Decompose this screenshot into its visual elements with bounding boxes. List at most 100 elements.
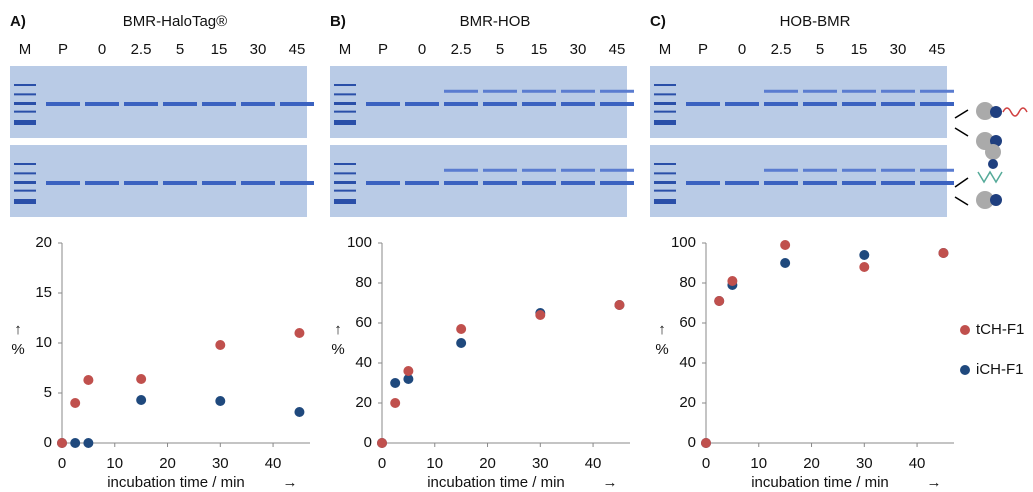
- panel-letter: B): [330, 13, 346, 30]
- marker-band: [334, 199, 356, 204]
- gel-band: [483, 181, 517, 185]
- gel-band: [85, 181, 119, 185]
- gel-band: [920, 89, 954, 93]
- data-point: [780, 240, 791, 250]
- x-tick-label: 40: [265, 455, 282, 472]
- y-axis-label: %: [655, 341, 668, 358]
- y-tick-label: 20: [355, 394, 372, 411]
- gel-band: [522, 102, 556, 106]
- lane-label: 30: [890, 41, 907, 58]
- x-tick-label: 10: [750, 455, 767, 472]
- lane-label: 5: [176, 41, 184, 58]
- lane-label: 2.5: [771, 41, 792, 58]
- gel-band: [764, 168, 798, 172]
- y-tick-label: 100: [347, 234, 372, 251]
- gel-band: [561, 181, 595, 185]
- gel-band: [920, 168, 954, 172]
- lane-label: 15: [211, 41, 228, 58]
- x-tick-label: 40: [909, 455, 926, 472]
- gel-band: [842, 168, 876, 172]
- y-tick-label: 80: [679, 274, 696, 291]
- marker-band: [334, 172, 356, 175]
- y-tick-label: 60: [679, 314, 696, 331]
- gel-band: [725, 102, 759, 106]
- marker-band: [654, 189, 676, 192]
- gel-band: [366, 181, 400, 185]
- data-point: [714, 296, 725, 306]
- x-tick-label: 20: [479, 455, 496, 472]
- lane-label: M: [659, 41, 672, 58]
- y-tick-label: 0: [44, 434, 52, 451]
- gel-band: [803, 168, 837, 172]
- gel-band: [725, 181, 759, 185]
- gel-band: [600, 168, 634, 172]
- gel-band: [600, 89, 634, 93]
- gel-band: [920, 102, 954, 106]
- marker-band: [14, 84, 36, 86]
- gel-band: [842, 102, 876, 106]
- gel-band: [803, 102, 837, 106]
- gel-band: [842, 181, 876, 185]
- y-axis-label: %: [331, 341, 344, 358]
- x-tick-label: 20: [803, 455, 820, 472]
- y-tick-label: 0: [364, 434, 372, 451]
- data-point: [390, 398, 401, 408]
- gel-band: [241, 181, 275, 185]
- gel-band: [85, 102, 119, 106]
- schematic-icons: [954, 102, 1028, 209]
- y-axis-arrow: ↑: [658, 321, 666, 338]
- gel-band: [600, 102, 634, 106]
- lane-label: 45: [609, 41, 626, 58]
- marker-band: [654, 199, 676, 204]
- legend-label: tCH-F1: [976, 321, 1024, 338]
- data-point: [859, 262, 870, 272]
- marker-band: [654, 163, 676, 165]
- gel-band: [803, 181, 837, 185]
- y-axis-label: %: [11, 341, 24, 358]
- x-tick-label: 0: [58, 455, 66, 472]
- data-point: [859, 250, 870, 260]
- lane-label: P: [58, 41, 68, 58]
- marker-band: [334, 181, 356, 184]
- marker-band: [334, 93, 356, 96]
- gel-band: [202, 102, 236, 106]
- gel-band: [842, 89, 876, 93]
- lane-label: 15: [851, 41, 868, 58]
- data-point: [727, 276, 738, 286]
- data-point: [403, 366, 414, 376]
- gel-band: [366, 102, 400, 106]
- x-tick-label: 30: [212, 455, 229, 472]
- data-point: [780, 258, 791, 268]
- data-point: [390, 378, 401, 388]
- gel-band: [803, 89, 837, 93]
- gel-band: [561, 102, 595, 106]
- gel-band: [686, 102, 720, 106]
- lane-label: 30: [570, 41, 587, 58]
- lane-label: P: [378, 41, 388, 58]
- gel-band: [522, 89, 556, 93]
- y-tick-label: 100: [671, 234, 696, 251]
- y-tick-label: 0: [688, 434, 696, 451]
- marker-band: [14, 120, 36, 125]
- panel-title: HOB-BMR: [780, 13, 851, 30]
- y-tick-label: 5: [44, 384, 52, 401]
- data-point: [83, 375, 94, 385]
- y-tick-label: 10: [35, 334, 52, 351]
- marker-band: [14, 199, 36, 204]
- data-point: [535, 310, 546, 320]
- data-point: [456, 338, 467, 348]
- gel-band: [444, 102, 478, 106]
- marker-band: [14, 172, 36, 175]
- lane-label: 45: [929, 41, 946, 58]
- lane-label: M: [19, 41, 32, 58]
- gel-band: [405, 181, 439, 185]
- lane-label: 2.5: [131, 41, 152, 58]
- marker-band: [334, 163, 356, 165]
- gel-band: [280, 181, 314, 185]
- marker-band: [654, 102, 676, 105]
- data-point: [294, 407, 305, 417]
- gel-band: [202, 181, 236, 185]
- panel-title: BMR-HOB: [460, 13, 531, 30]
- lane-label: 5: [816, 41, 824, 58]
